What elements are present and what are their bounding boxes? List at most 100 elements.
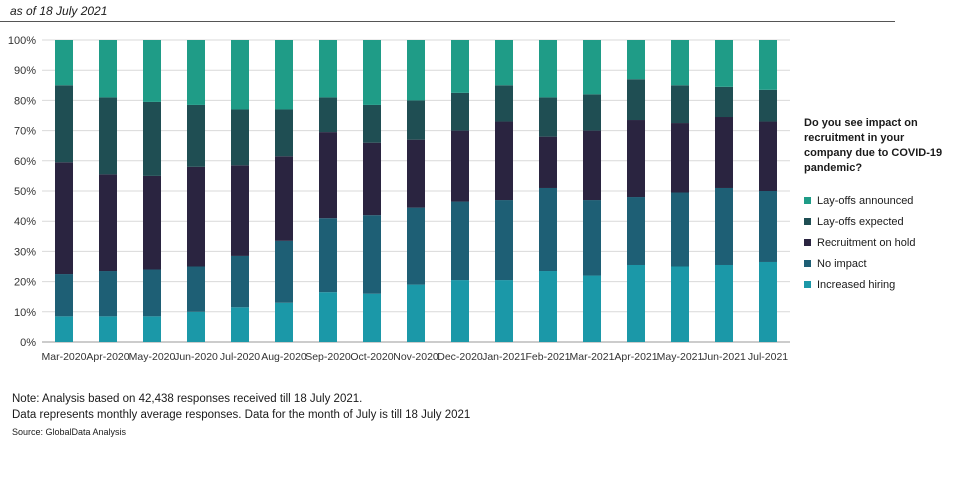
x-tick-label: Jun-2020 [174, 351, 218, 363]
bar-segment [363, 104, 381, 143]
bar-segment [627, 197, 645, 265]
y-tick-label: 20% [14, 277, 36, 289]
legend-swatch [804, 281, 811, 288]
bar-segment [495, 200, 513, 281]
bar-segment [671, 85, 689, 124]
bar-segment [55, 162, 73, 275]
bar-segment [363, 293, 381, 342]
x-tick-label: Apr-2021 [614, 351, 657, 363]
bar-segment [187, 311, 205, 342]
bar-segment [55, 274, 73, 317]
bar-segment [187, 266, 205, 312]
bar-segment [715, 40, 733, 87]
x-tick-label: Aug-2020 [261, 351, 307, 363]
bar-segment [539, 136, 557, 188]
legend-swatch [804, 239, 811, 246]
x-tick-label: Nov-2020 [393, 351, 439, 363]
note-line-1: Note: Analysis based on 42,438 responses… [12, 393, 363, 405]
legend-label: Lay-offs announced [817, 194, 914, 207]
bar-segment [583, 40, 601, 95]
x-tick-label: Jul-2021 [748, 351, 788, 363]
bar-segment [275, 156, 293, 241]
y-tick-label: 60% [14, 156, 36, 168]
bar-segment [627, 264, 645, 342]
bar-segment [495, 280, 513, 342]
legend-title: Do you see impact on recruitment in your… [804, 117, 943, 174]
bar-segment [715, 117, 733, 188]
bar-segment [583, 200, 601, 276]
bar-segment [319, 40, 337, 98]
bar-segment [187, 40, 205, 105]
bar-segment [231, 255, 249, 308]
bar-segment [363, 40, 381, 105]
legend-label: No impact [817, 257, 867, 270]
bar-segment [231, 165, 249, 256]
legend-swatch [804, 260, 811, 267]
x-tick-label: Jan-2021 [482, 351, 526, 363]
bar-segment [715, 187, 733, 265]
notes: Note: Analysis based on 42,438 responses… [12, 391, 470, 440]
bar-segment [275, 40, 293, 110]
legend-item: Lay-offs announced [804, 190, 954, 211]
bar-segment [231, 109, 249, 166]
x-tick-label: Sep-2020 [305, 351, 351, 363]
bar-segment [143, 40, 161, 102]
x-tick-label: Mar-2021 [570, 351, 615, 363]
bar-segment [99, 40, 117, 98]
bar-segment [275, 109, 293, 157]
y-tick-label: 10% [14, 307, 36, 319]
y-tick-label: 100% [8, 35, 36, 47]
bar-segment [407, 100, 425, 140]
bar-segment [407, 40, 425, 101]
y-tick-label: 90% [14, 65, 36, 77]
bar-segment [715, 264, 733, 342]
bar-segment [759, 40, 777, 90]
bar-segment [759, 191, 777, 262]
bar-segment [319, 132, 337, 219]
bar-segment [627, 79, 645, 121]
legend-label: Recruitment on hold [817, 236, 916, 249]
bar-segment [671, 266, 689, 342]
bar-segment [143, 101, 161, 176]
y-tick-label: 50% [14, 186, 36, 198]
bar-segment [231, 40, 249, 110]
bar-segment [99, 316, 117, 342]
stacked-bar-chart: 0% 10% 20% 30% 40% 50% 60% 70% 80% 90% 100% Mar-202… [8, 35, 790, 363]
bar-segment [759, 89, 777, 122]
x-tick-label: Jul-2020 [220, 351, 260, 363]
bar-segment [715, 86, 733, 118]
bar-segment [539, 97, 557, 137]
bar-segment [671, 192, 689, 267]
bar-segment [451, 92, 469, 131]
bar-segment [583, 275, 601, 342]
legend-item: No impact [804, 253, 954, 274]
y-tick-label: 40% [14, 216, 36, 228]
bar-segment [99, 271, 117, 317]
bar-segment [671, 40, 689, 86]
bar-segment [407, 139, 425, 208]
x-tick-label: Mar-2020 [42, 351, 87, 363]
legend-items: Lay-offs announced Lay-offs expected Recru… [804, 190, 954, 295]
bar-segment [55, 316, 73, 342]
bar-segment [539, 187, 557, 272]
bar-segment [451, 130, 469, 202]
bar-segment [143, 269, 161, 317]
bar-segment [495, 40, 513, 86]
bar-segment [759, 261, 777, 342]
bar-segment [539, 40, 557, 98]
y-tick-label: 70% [14, 126, 36, 138]
bar-segment [495, 85, 513, 122]
y-tick-label: 30% [14, 246, 36, 258]
header-divider [0, 21, 895, 22]
bar-segment [319, 218, 337, 293]
x-tick-label: Apr-2020 [86, 351, 129, 363]
bar-segment [143, 316, 161, 342]
bar-segment [99, 174, 117, 272]
legend-label: Lay-offs expected [817, 215, 904, 228]
bar-segment [55, 85, 73, 163]
bar-segment [363, 215, 381, 294]
legend-item: Increased hiring [804, 274, 954, 295]
bar-segment [187, 166, 205, 267]
bar-segment [451, 280, 469, 342]
bar-segment [759, 121, 777, 191]
